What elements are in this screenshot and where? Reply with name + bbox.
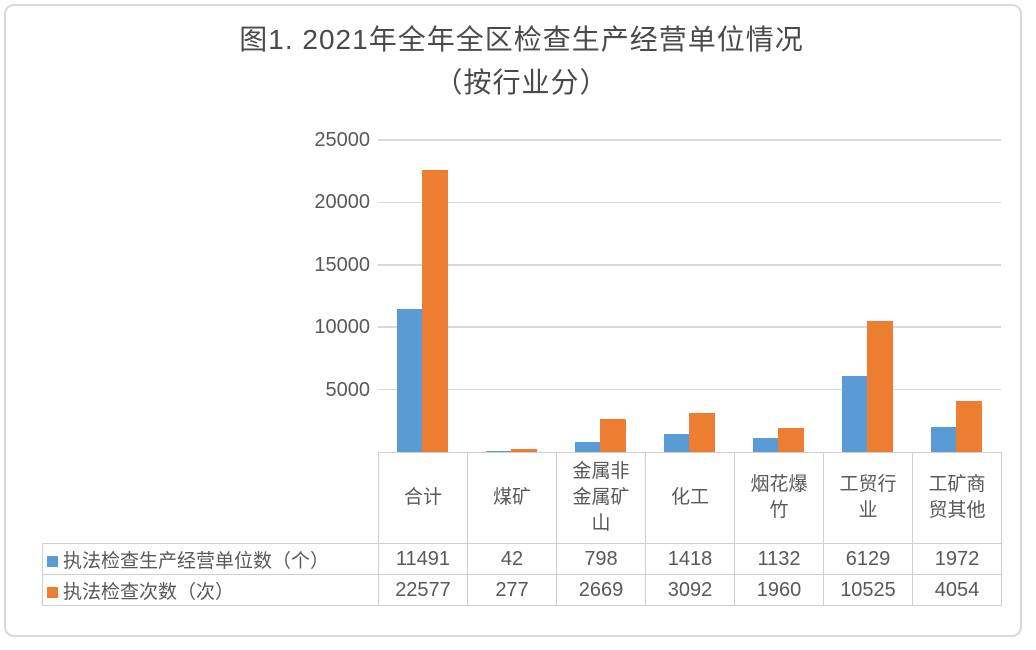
value-cell: 22577 [378,574,468,606]
gridline [378,264,1001,266]
bar-series2-6 [867,320,893,452]
bar-series2-4 [689,413,715,452]
category-header-cell: 合计 [378,452,468,544]
data-table: 合计 煤矿 金属非金属矿山 化工 烟花爆竹 工贸行业 工矿商贸其他 执法检查生产经营单位数（个… [42,452,1002,606]
value-cell: 42 [467,543,557,575]
bar-series1-3 [575,442,600,452]
category-header-cell: 化工 [645,452,735,544]
value-cell: 1972 [912,543,1002,575]
table-series-row: 执法检查次数（次） 22577 277 2669 3092 1960 10525 4054 [42,574,1002,606]
category-header-cell: 烟花爆竹 [734,452,824,544]
bar-series1-1 [397,308,422,452]
legend-cell: 执法检查生产经营单位数（个） [42,543,379,575]
bar-series2-2 [511,448,537,452]
gridline [378,201,1001,204]
chart-title: 图1. 2021年全年全区检查生产经营单位情况 （按行业分） [42,18,1001,104]
gridline [378,139,1001,141]
bar-series2-5 [778,427,804,452]
bar-series1-6 [842,375,867,452]
chart-title-line2: （按行业分） [434,67,609,98]
legend-series-label: 执法检查生产经营单位数（个） [63,550,330,572]
bar-series2-7 [956,401,982,452]
value-cell: 2669 [556,574,646,606]
value-cell: 6129 [823,543,913,575]
value-cell: 3092 [645,574,735,606]
legend-swatch-icon [47,586,58,598]
bar-series2-3 [600,418,626,452]
legend-cell: 执法检查次数（次） [42,574,379,606]
value-cell: 798 [556,543,646,575]
y-axis-tick-label: 25000 [314,129,370,151]
y-axis-tick-label: 15000 [314,253,370,276]
category-header-cell: 煤矿 [467,452,557,544]
table-corner-empty [42,452,379,544]
y-axis-tick-label: 20000 [314,191,370,214]
bar-series1-2 [486,451,511,452]
chart-title-line1: 图1. 2021年全年全区检查生产经营单位情况 [239,24,804,55]
bar-series1-5 [753,437,778,452]
y-axis-tick-label: 5000 [325,378,371,401]
gridline [378,326,1001,328]
value-cell: 1960 [734,574,824,606]
bar-series1-7 [931,427,956,452]
value-cell: 10525 [823,574,913,606]
value-cell: 1418 [645,543,735,575]
bar-series2-1 [422,170,448,452]
legend-swatch-icon [47,555,58,567]
legend-series-label: 执法检查次数（次） [63,581,235,603]
value-cell: 11491 [378,543,468,575]
category-header-cell: 工矿商贸其他 [912,452,1002,544]
category-header-cell: 金属非金属矿山 [556,452,646,544]
value-cell: 4054 [912,574,1002,606]
value-cell: 277 [467,574,557,606]
y-axis-tick-label: 10000 [314,316,370,339]
gridline [378,388,1001,391]
bar-series1-4 [664,434,689,452]
category-header-cell: 工贸行业 [823,452,913,544]
value-cell: 1132 [734,543,824,575]
table-series-row: 执法检查生产经营单位数（个） 11491 42 798 1418 1132 6129 1972 [42,543,1002,575]
table-header-row: 合计 煤矿 金属非金属矿山 化工 烟花爆竹 工贸行业 工矿商贸其他 [42,452,1002,544]
